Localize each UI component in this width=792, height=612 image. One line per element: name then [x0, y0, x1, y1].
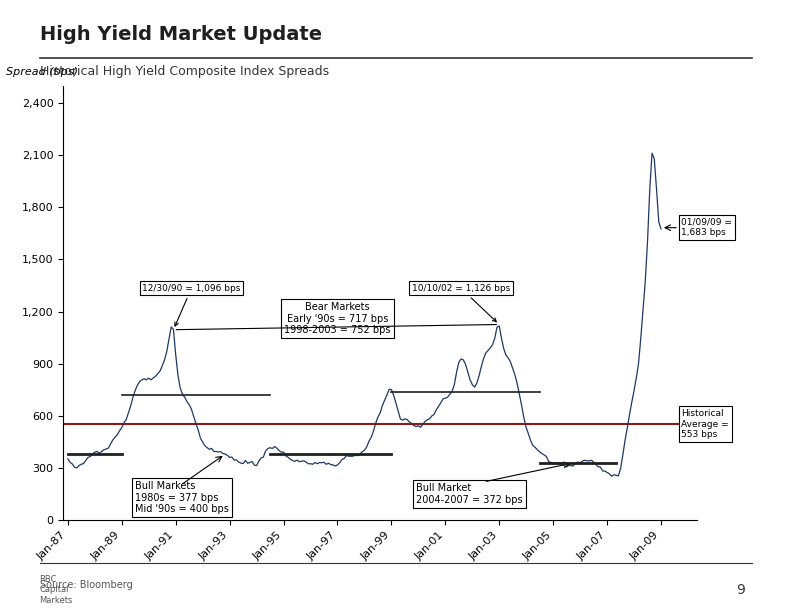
Text: Historical
Average =
553 bps: Historical Average = 553 bps — [681, 409, 729, 439]
Text: 10/10/02 = 1,126 bps: 10/10/02 = 1,126 bps — [412, 284, 510, 322]
Text: 12/30/90 = 1,096 bps: 12/30/90 = 1,096 bps — [143, 284, 241, 326]
Text: Bull Markets
1980s = 377 bps
Mid '90s = 400 bps: Bull Markets 1980s = 377 bps Mid '90s = … — [135, 481, 229, 514]
Text: Bear Markets
Early '90s = 717 bps
1998-2003 = 752 bps: Bear Markets Early '90s = 717 bps 1998-2… — [284, 302, 390, 335]
Text: 9: 9 — [737, 583, 745, 597]
Text: RBC
Capital
Markets: RBC Capital Markets — [40, 575, 73, 605]
Text: Historical High Yield Composite Index Spreads: Historical High Yield Composite Index Sp… — [40, 65, 329, 78]
Text: Bull Market
2004-2007 = 372 bps: Bull Market 2004-2007 = 372 bps — [416, 483, 523, 505]
Text: Spread (bps): Spread (bps) — [6, 67, 78, 77]
Text: High Yield Market Update: High Yield Market Update — [40, 24, 322, 44]
Text: Source: Bloomberg: Source: Bloomberg — [40, 580, 132, 589]
Text: 01/09/09 =
1,683 bps: 01/09/09 = 1,683 bps — [681, 218, 732, 237]
